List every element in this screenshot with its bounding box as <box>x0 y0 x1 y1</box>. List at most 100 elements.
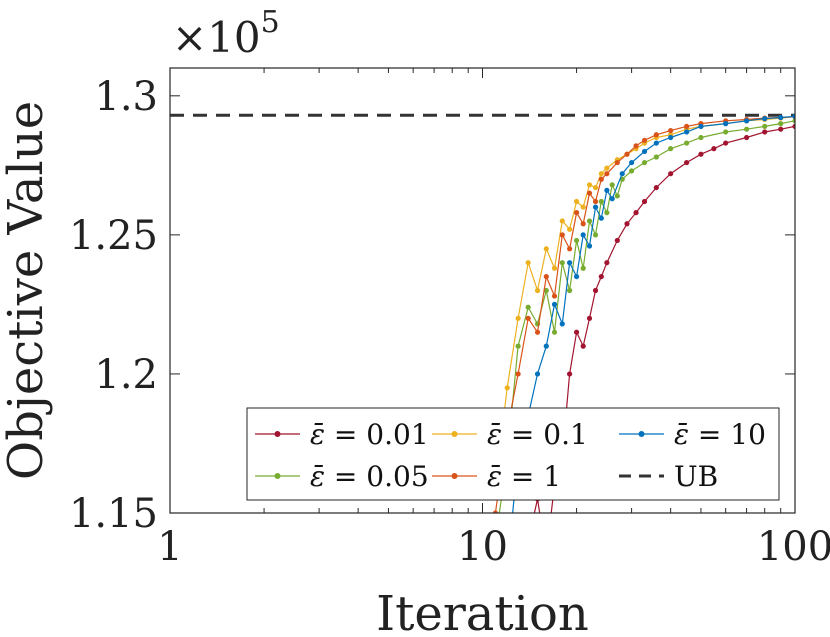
data-point <box>543 287 549 294</box>
legend-entry: ε̄ = 0.05 <box>255 460 429 493</box>
x-tick-label: 10 <box>457 524 508 570</box>
data-point <box>592 198 599 205</box>
data-point <box>525 304 531 310</box>
y-tick-label: 1.2 <box>94 352 158 398</box>
legend-label: UB <box>674 460 718 493</box>
data-point <box>598 176 604 182</box>
data-point <box>492 510 499 513</box>
legend-entry: ε̄ = 10 <box>619 418 766 451</box>
y-tick-label: 1.15 <box>69 491 158 537</box>
y-tick-label: 1.25 <box>69 213 158 259</box>
data-point <box>633 210 639 216</box>
data-point <box>792 118 795 124</box>
data-point <box>668 134 674 141</box>
legend-swatch-marker <box>274 473 281 479</box>
data-point <box>573 210 580 216</box>
data-point <box>641 159 648 166</box>
data-point <box>586 315 593 321</box>
data-point <box>543 246 549 252</box>
data-point <box>653 154 659 160</box>
data-point <box>614 237 620 244</box>
data-point <box>653 132 659 138</box>
data-point <box>580 204 586 210</box>
legend-label: ε̄ = 10 <box>674 418 766 451</box>
data-point <box>586 190 593 196</box>
legend-entry: ε̄ = 0.1 <box>432 418 588 451</box>
data-point <box>551 301 558 308</box>
data-point <box>559 321 565 327</box>
series-line-3 <box>494 116 795 513</box>
data-point <box>609 182 615 188</box>
data-point <box>604 260 610 266</box>
data-point <box>515 343 521 349</box>
data-point <box>698 134 704 141</box>
series-line-4 <box>512 115 795 513</box>
legend-label: ε̄ = 1 <box>487 460 561 493</box>
legend-swatch-marker <box>638 431 645 437</box>
data-point <box>580 232 586 238</box>
data-point <box>624 221 630 227</box>
data-point <box>633 143 639 149</box>
legend-box <box>246 407 780 501</box>
data-point <box>504 385 510 391</box>
data-point <box>525 315 531 321</box>
legend-swatch-marker <box>451 473 458 479</box>
legend-label: ε̄ = 0.05 <box>310 460 429 493</box>
data-point <box>629 168 635 174</box>
data-point <box>792 123 795 130</box>
data-point <box>723 140 729 146</box>
x-tick-label: 100 <box>757 524 830 570</box>
data-point <box>567 226 573 232</box>
data-point <box>525 260 531 266</box>
data-point <box>573 198 580 205</box>
data-point <box>609 196 615 202</box>
y-axis-title: Objective Value <box>0 101 54 480</box>
data-point <box>567 287 573 294</box>
data-point <box>516 566 521 571</box>
data-point <box>559 260 565 266</box>
data-point <box>551 265 558 271</box>
data-point <box>762 116 768 122</box>
y-tick-label: 1.3 <box>94 74 158 120</box>
y-axis-multiplier: ×105 <box>172 5 280 62</box>
data-point <box>586 243 593 249</box>
data-point <box>592 232 599 238</box>
data-point <box>598 273 604 280</box>
data-point <box>592 204 599 210</box>
data-point <box>624 151 630 157</box>
data-point <box>586 182 593 188</box>
data-point <box>573 237 580 244</box>
data-point <box>668 171 674 177</box>
data-point <box>534 371 541 377</box>
data-point <box>778 114 784 121</box>
data-point <box>573 273 580 280</box>
legend-label: ε̄ = 0.1 <box>487 418 588 451</box>
data-point <box>559 218 565 224</box>
x-tick-label: 1 <box>157 524 182 570</box>
data-point <box>778 126 784 132</box>
data-point <box>641 148 648 155</box>
data-point <box>598 171 604 177</box>
data-point <box>653 140 659 146</box>
legend-swatch-marker <box>274 431 281 437</box>
series-line-0 <box>533 125 795 513</box>
data-point <box>604 165 610 171</box>
data-point <box>580 265 586 271</box>
data-point <box>551 293 558 299</box>
data-point <box>723 129 729 135</box>
data-point <box>641 198 648 205</box>
data-point <box>629 159 635 166</box>
data-point <box>567 371 573 377</box>
data-point <box>684 140 690 146</box>
data-point <box>619 171 625 177</box>
data-point <box>534 287 541 294</box>
data-point <box>592 184 599 191</box>
data-point <box>614 159 620 166</box>
data-point <box>586 218 593 224</box>
legend-label: ε̄ = 0.01 <box>310 418 429 451</box>
data-point <box>711 146 717 152</box>
data-point <box>526 538 531 543</box>
data-point <box>515 371 521 377</box>
data-point <box>598 215 604 221</box>
data-point <box>580 343 586 349</box>
